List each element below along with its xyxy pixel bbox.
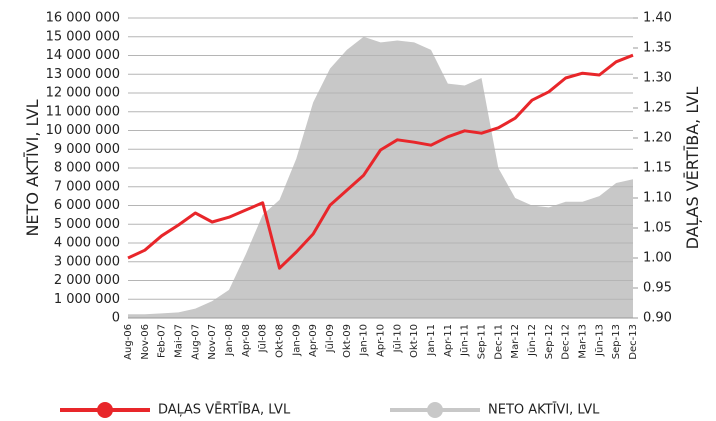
x-tick-label: Aug-07 — [190, 324, 201, 360]
y2-tick-label: 1.05 — [643, 221, 672, 236]
x-tick-label: Jan-09 — [291, 324, 302, 357]
y-tick-label: 5 000 000 — [54, 217, 120, 232]
y2-tick-label: 0.90 — [643, 311, 672, 326]
y-tick-label: 11 000 000 — [46, 104, 120, 119]
y-tick-label: 6 000 000 — [54, 198, 120, 213]
y-tick-label: 3 000 000 — [54, 254, 120, 269]
y-tick-label: 12 000 000 — [46, 86, 120, 101]
x-tick-label: Jūn-11 — [460, 324, 471, 357]
x-tick-label: Jūl-10 — [392, 324, 403, 353]
y2-tick-label: 1.10 — [643, 191, 672, 206]
x-tick-label: Jan-08 — [224, 324, 235, 357]
y2-tick-label: 1.30 — [643, 71, 672, 86]
y2-tick-label: 1.20 — [643, 131, 672, 146]
y-tick-label: 1 000 000 — [54, 292, 120, 307]
x-tick-label: Sep-12 — [544, 324, 555, 359]
y2-tick-label: 1.35 — [643, 41, 672, 56]
y-tick-label: 13 000 000 — [46, 67, 120, 82]
x-tick-label: Jūl-08 — [258, 324, 269, 353]
legend-label: NETO AKTĪVI, LVL — [488, 403, 600, 418]
legend-label: DAĻAS VĒRTĪBA, LVL — [158, 403, 291, 418]
y2-tick-label: 1.40 — [643, 11, 672, 26]
x-tick-label: Sep-13 — [611, 324, 622, 359]
x-tick-label: Nov-06 — [140, 324, 151, 360]
legend-marker — [97, 402, 113, 418]
y2-tick-label: 1.15 — [643, 161, 672, 176]
y-tick-label: 14 000 000 — [46, 48, 120, 63]
x-tick-label: Okt-08 — [275, 324, 286, 358]
x-tick-label: Jan-10 — [359, 324, 370, 357]
y-tick-label: 4 000 000 — [54, 236, 120, 251]
y-tick-label: 2 000 000 — [54, 273, 120, 288]
x-tick-label: Sep-11 — [477, 324, 488, 359]
x-tick-label: Feb-07 — [157, 324, 168, 358]
y-tick-label: 16 000 000 — [46, 11, 120, 26]
y2-axis-title: DAĻAS VĒRTĪBA, LVL — [683, 87, 702, 250]
x-tick-label: Dec-13 — [628, 324, 639, 360]
x-tick-label: Apr-11 — [443, 324, 454, 357]
y-tick-label: 0 — [112, 311, 120, 326]
x-tick-label: Mar-12 — [510, 324, 521, 359]
y-tick-label: 7 000 000 — [54, 179, 120, 194]
x-tick-label: Apr-10 — [376, 324, 387, 357]
y-tick-label: 8 000 000 — [54, 161, 120, 176]
y2-tick-label: 1.00 — [643, 251, 672, 266]
x-tick-label: Mai-07 — [174, 324, 185, 358]
area — [128, 36, 633, 318]
x-tick-label: Mar-13 — [578, 324, 589, 359]
x-tick-label: Jan-11 — [426, 324, 437, 357]
x-tick-label: Apr-09 — [308, 324, 319, 357]
y-tick-label: 10 000 000 — [46, 123, 120, 138]
x-tick-label: Okt-10 — [409, 324, 420, 358]
x-tick-label: Okt-09 — [342, 324, 353, 358]
x-tick-label: Apr-08 — [241, 324, 252, 357]
x-tick-label: Dec-12 — [561, 324, 572, 360]
y-tick-label: 15 000 000 — [46, 29, 120, 44]
y-tick-label: 9 000 000 — [54, 142, 120, 157]
y-axis-title: NETO AKTĪVI, LVL — [23, 99, 42, 236]
x-tick-label: Dec-11 — [493, 324, 504, 360]
x-tick-label: Jūl-09 — [325, 324, 336, 353]
y2-tick-label: 1.25 — [643, 101, 672, 116]
x-tick-label: Jūn-12 — [527, 324, 538, 357]
y2-tick-label: 0.95 — [643, 281, 672, 296]
legend-marker — [427, 402, 443, 418]
line — [127, 53, 634, 270]
x-tick-label: Jūn-13 — [594, 324, 605, 357]
x-tick-label: Nov-07 — [207, 324, 218, 360]
x-tick-label: Aug-06 — [123, 324, 134, 360]
